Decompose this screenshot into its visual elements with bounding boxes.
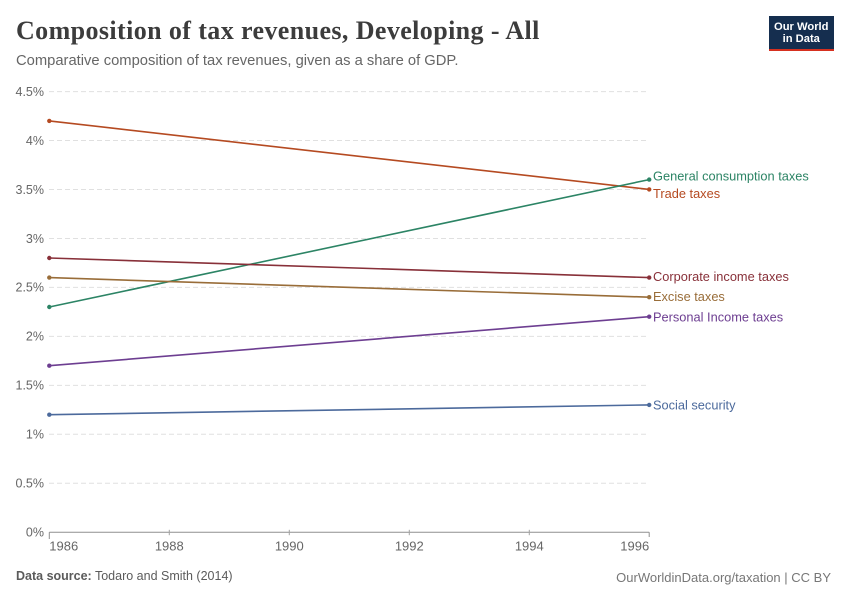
- svg-text:1996: 1996: [620, 539, 649, 554]
- svg-text:3.5%: 3.5%: [16, 183, 45, 197]
- svg-text:1994: 1994: [515, 539, 544, 554]
- svg-text:2.5%: 2.5%: [16, 281, 45, 295]
- svg-text:0.5%: 0.5%: [16, 477, 45, 491]
- svg-text:4%: 4%: [26, 134, 44, 148]
- svg-text:1.5%: 1.5%: [16, 379, 45, 393]
- svg-text:0%: 0%: [26, 525, 44, 539]
- svg-text:Corporate income taxes: Corporate income taxes: [653, 269, 789, 284]
- svg-text:Personal Income taxes: Personal Income taxes: [653, 309, 783, 324]
- svg-text:General consumption taxes: General consumption taxes: [653, 168, 809, 183]
- svg-text:Trade taxes: Trade taxes: [653, 186, 720, 201]
- svg-text:3%: 3%: [26, 232, 44, 246]
- svg-text:2%: 2%: [26, 330, 44, 344]
- svg-text:Excise taxes: Excise taxes: [653, 289, 725, 304]
- svg-text:1988: 1988: [155, 539, 184, 554]
- svg-text:1%: 1%: [26, 428, 44, 442]
- svg-text:1992: 1992: [395, 539, 424, 554]
- svg-text:1990: 1990: [275, 539, 304, 554]
- svg-text:Social security: Social security: [653, 398, 736, 413]
- svg-text:4.5%: 4.5%: [16, 85, 45, 99]
- svg-text:1986: 1986: [49, 539, 78, 554]
